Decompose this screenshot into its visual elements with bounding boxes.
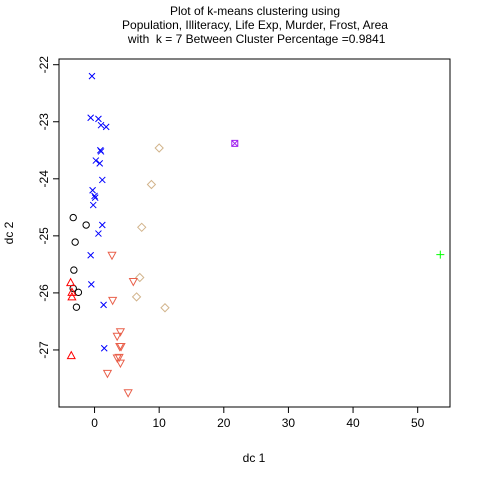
- data-points: [65, 72, 445, 398]
- x-tick-label: 20: [217, 416, 231, 430]
- data-point-x: [100, 344, 108, 352]
- data-point-x: [89, 201, 97, 209]
- data-point-diamond: [137, 222, 147, 233]
- x-axis-label: dc 1: [243, 451, 266, 465]
- x-tick-label: 0: [91, 416, 98, 430]
- data-point-circle: [69, 213, 77, 222]
- data-point-x: [87, 251, 95, 259]
- y-tick-label: -26: [37, 284, 51, 302]
- data-point-x: [95, 230, 102, 237]
- data-point-triangle-down: [112, 354, 122, 363]
- data-point-x: [87, 280, 95, 288]
- data-point-triangle-up: [65, 277, 76, 287]
- y-axis-label: dc 2: [2, 221, 16, 244]
- data-point-diamond: [160, 303, 170, 313]
- data-point-triangle-down: [128, 277, 138, 287]
- y-tick-label: -23: [37, 113, 51, 131]
- data-point-square-x: [231, 139, 239, 147]
- data-point-diamond: [135, 272, 145, 283]
- data-point-plus: [436, 250, 445, 259]
- data-point-diamond: [146, 179, 157, 190]
- data-point-x: [89, 186, 96, 194]
- data-point-x: [92, 157, 100, 164]
- data-point-x: [87, 114, 95, 122]
- plot-frame: [58, 58, 451, 408]
- data-point-x: [95, 115, 102, 123]
- y-tick-label: -24: [37, 170, 51, 188]
- y-tick-label: -25: [37, 227, 51, 245]
- data-point-diamond: [154, 143, 164, 153]
- data-point-x: [96, 160, 104, 167]
- data-point-x: [91, 192, 98, 200]
- data-point-circle: [71, 238, 79, 246]
- data-point-x: [100, 301, 107, 309]
- chart-subtitle: Population, Illiteracy, Life Exp, Murder…: [122, 18, 388, 32]
- data-point-triangle-down: [116, 343, 126, 352]
- data-point-circle: [70, 266, 78, 274]
- x-tick-label: 10: [152, 416, 166, 430]
- data-point-triangle-down: [112, 332, 122, 342]
- chart-title: Plot of k-means clustering using: [170, 4, 340, 18]
- x-tick-label: 40: [346, 416, 360, 430]
- x-tick-label: 50: [411, 416, 425, 430]
- data-point-triangle-up: [67, 291, 77, 301]
- data-point-x: [98, 221, 106, 229]
- data-point-triangle-down: [114, 353, 124, 363]
- data-point-x: [97, 148, 105, 155]
- x-axis: 0 10 20 30 40 50: [91, 407, 425, 430]
- data-point-diamond: [131, 292, 142, 302]
- data-point-triangle-down: [115, 328, 126, 337]
- chart-subtitle-2: with k = 7 Between Cluster Percentage =0…: [125, 32, 386, 46]
- data-point-x: [88, 72, 96, 80]
- data-point-x: [97, 121, 105, 129]
- data-point-triangle-down: [123, 389, 133, 398]
- data-point-x: [98, 176, 106, 184]
- data-point-circle: [72, 303, 81, 311]
- data-point-triangle-down: [102, 369, 113, 379]
- y-tick-label: -27: [37, 341, 51, 359]
- data-point-triangle-down: [108, 296, 118, 306]
- data-point-triangle-down: [115, 359, 126, 369]
- data-point-circle: [74, 288, 83, 297]
- x-tick-label: 30: [282, 416, 296, 430]
- y-tick-label: -22: [37, 56, 51, 74]
- data-point-triangle-up: [66, 350, 76, 360]
- data-point-triangle-up: [67, 287, 77, 296]
- y-axis: -22 -23 -24 -25 -26 -27: [37, 56, 59, 359]
- data-point-x: [102, 123, 110, 131]
- data-point-x: [91, 194, 99, 201]
- data-point-triangle-down: [107, 251, 117, 261]
- data-point-circle: [82, 221, 90, 229]
